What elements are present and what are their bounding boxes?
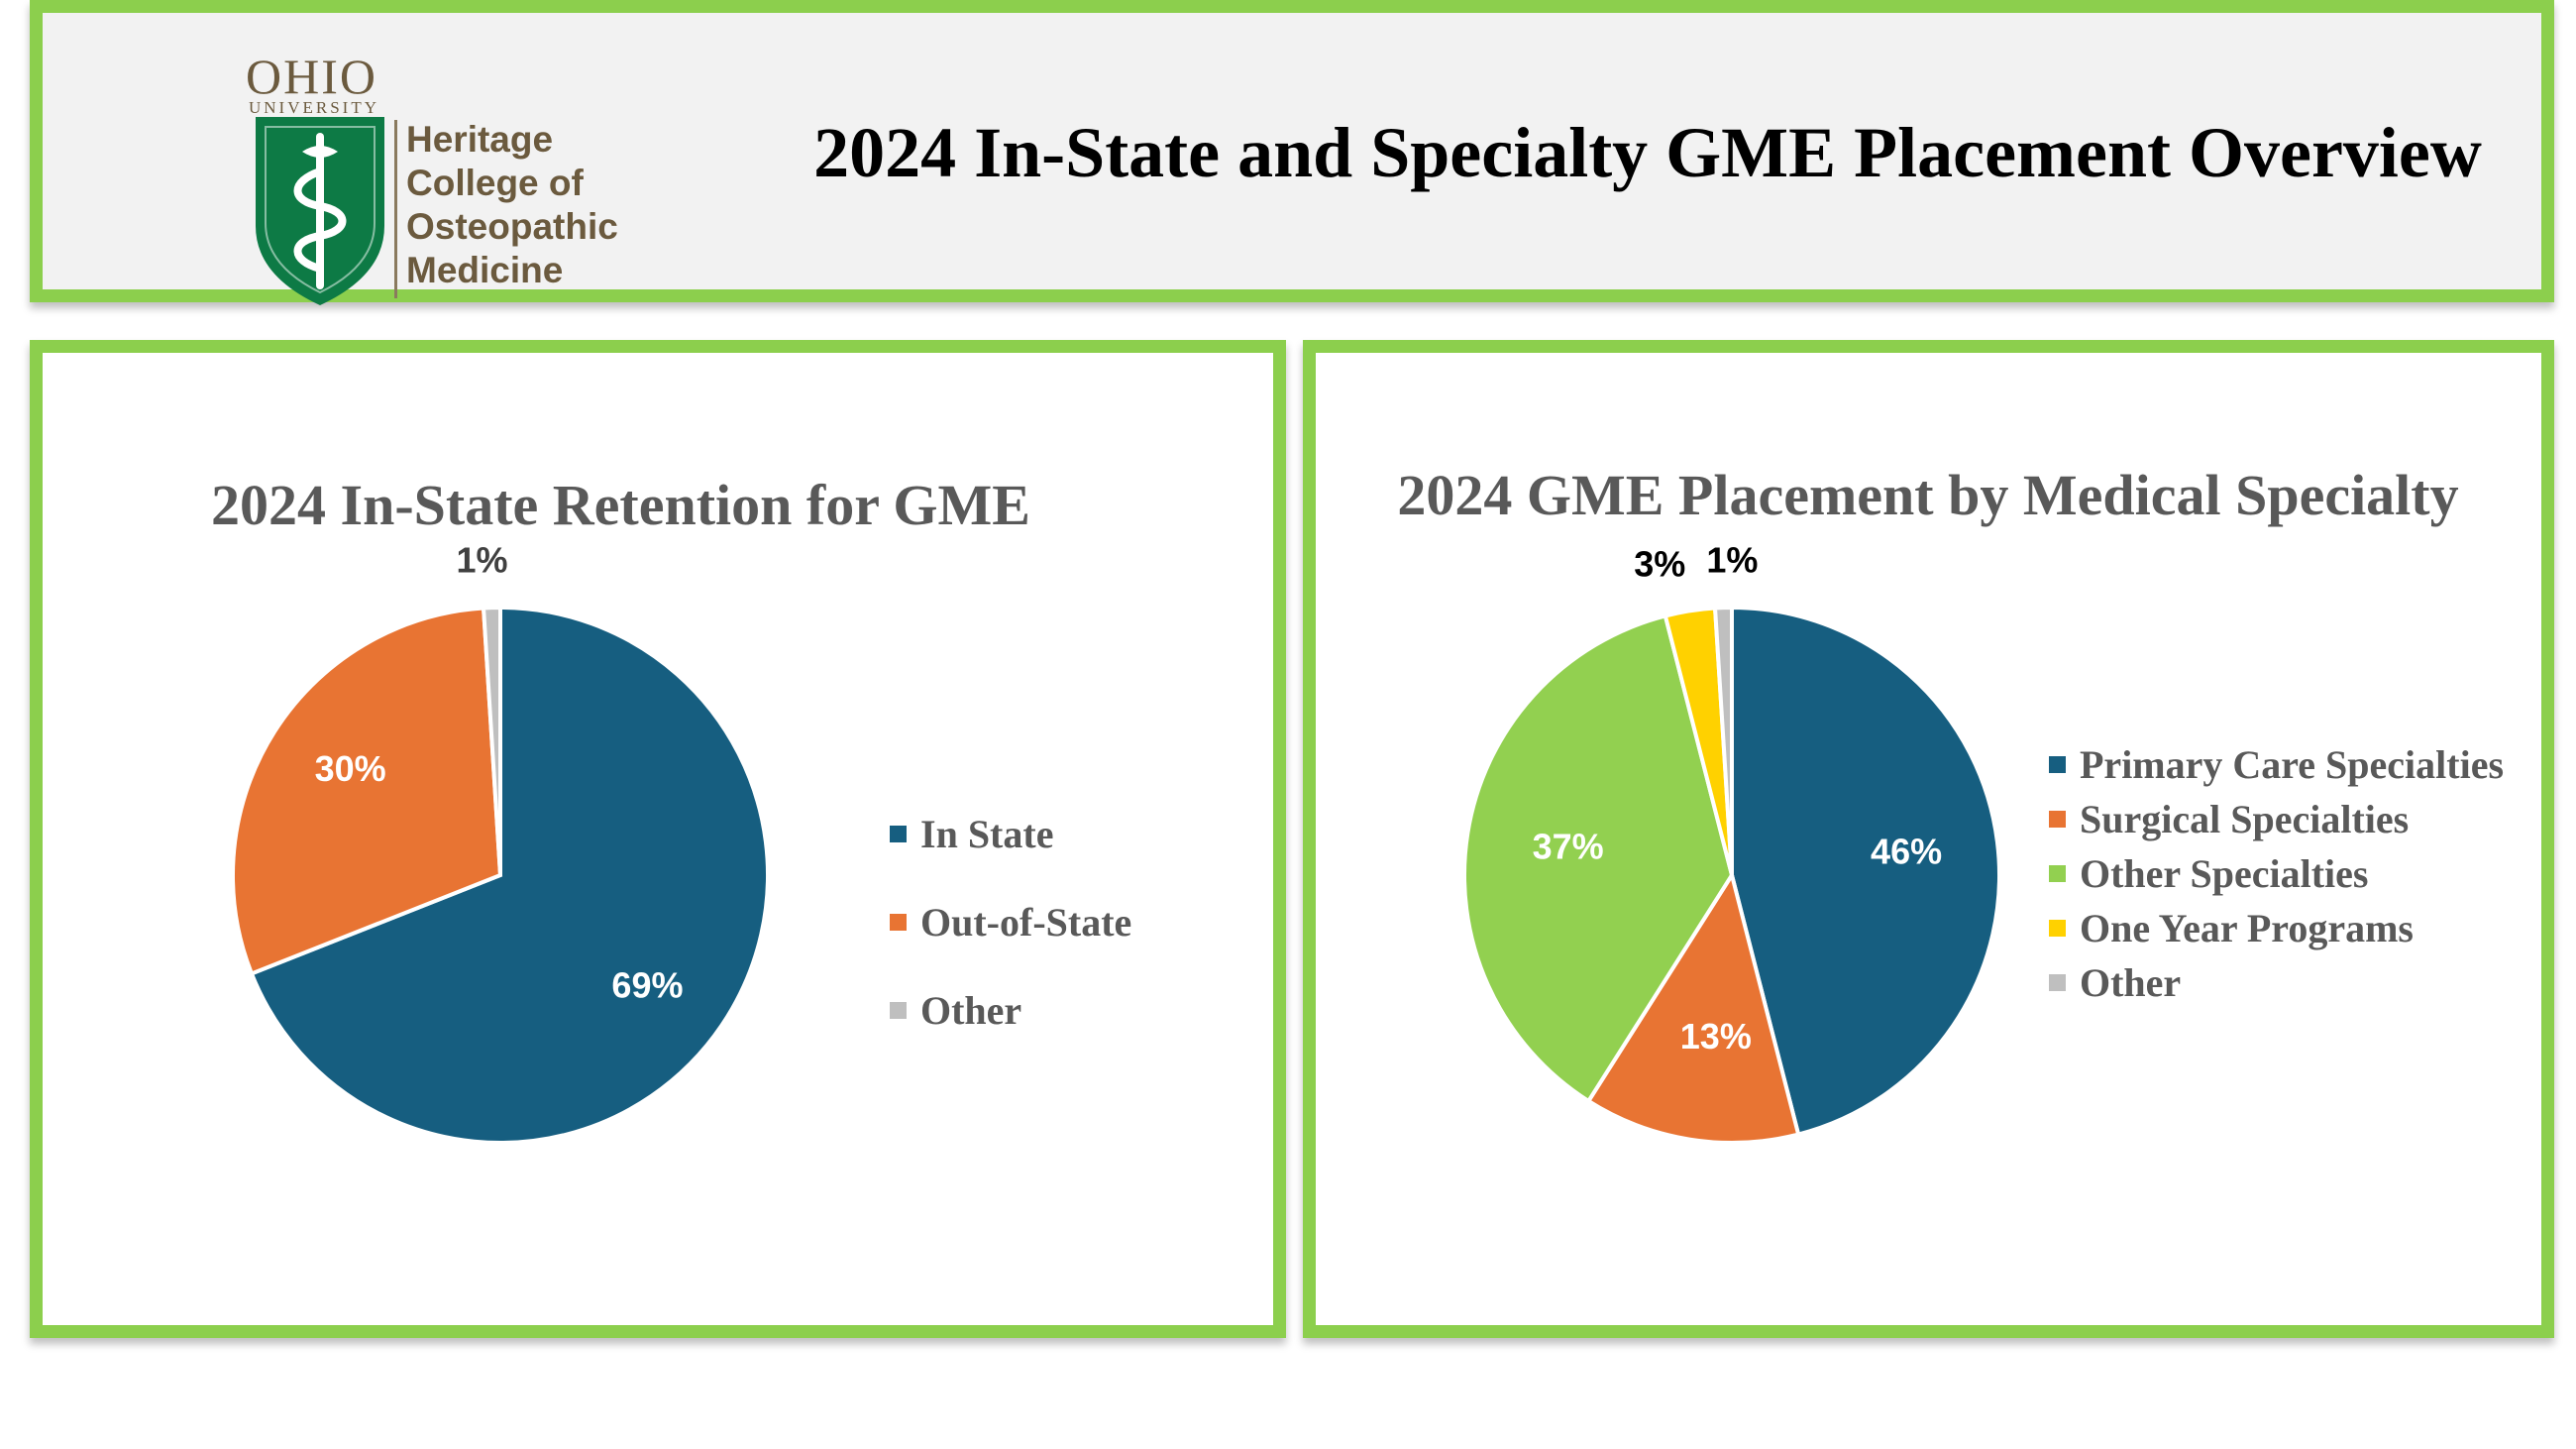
legend-item-primary-care-specialties: Primary Care Specialties	[2049, 741, 2504, 788]
legend-swatch-primary-care-specialties	[2049, 756, 2066, 773]
logo-university-sub: UNIVERSITY	[249, 98, 379, 117]
legend-item-in-state: In State	[890, 811, 1131, 857]
legend-swatch-surgical-specialties	[2049, 811, 2066, 828]
legend-item-other: Other	[2049, 959, 2504, 1006]
legend-label-other: Other	[2080, 960, 2182, 1005]
legend-label-in-state: In State	[920, 812, 1054, 856]
pie-slice-out-of-state	[231, 606, 503, 976]
specialty-pie-chart: 46% 13% 37% 3% 1%	[1462, 540, 2001, 1145]
legend-swatch-one-year-programs	[2049, 920, 2066, 937]
chart-title-specialty: 2024 GME Placement by Medical Specialty	[1397, 463, 2459, 527]
data-label-other-specialties: 37%	[1533, 826, 1604, 866]
data-label-one-year-programs: 3%	[1634, 543, 1685, 584]
data-label-surgical-specialties: 13%	[1680, 1016, 1752, 1057]
legend-swatch-out-of-state	[890, 914, 907, 931]
legend-label-other: Other	[920, 988, 1022, 1033]
caduceus-shield-icon	[256, 117, 384, 305]
specialty-placement-panel: 2024 GME Placement by Medical Specialty …	[1303, 340, 2554, 1338]
logo-college-name: Heritage College of Osteopathic Medicine	[406, 119, 618, 290]
legend-label-primary-care-specialties: Primary Care Specialties	[2080, 742, 2505, 787]
chart-title-retention: 2024 In-State Retention for GME	[211, 473, 1030, 537]
legend-swatch-in-state	[890, 826, 907, 842]
pie-slice-in-state	[249, 605, 770, 1145]
ohio-heritage-logo: OHIO UNIVERSITY Heritage College of Oste…	[201, 33, 677, 305]
legend-label-surgical-specialties: Surgical Specialties	[2080, 797, 2410, 841]
in-state-retention-panel: 2024 In-State Retention for GME 69% 30% 1%…	[30, 340, 1286, 1338]
retention-pie-chart: 69% 30% 1%	[231, 540, 770, 1145]
data-label-other: 1%	[1706, 540, 1758, 581]
data-label-primary-care-specialties: 46%	[1871, 832, 1942, 872]
pie-slice-other-specialties	[1462, 613, 1735, 1104]
legend-label-one-year-programs: One Year Programs	[2080, 906, 2414, 950]
data-label-in-state: 69%	[611, 965, 683, 1006]
specialty-legend: Primary Care Specialties Surgical Special…	[2049, 741, 2504, 1014]
legend-label-out-of-state: Out-of-State	[920, 900, 1132, 945]
header-banner: OHIO UNIVERSITY Heritage College of Oste…	[30, 0, 2554, 305]
pie-slice-other	[481, 605, 502, 876]
pie-slice-primary-care-specialties	[1730, 605, 2001, 1137]
logo-divider	[394, 120, 397, 298]
legend-item-out-of-state: Out-of-State	[890, 899, 1131, 946]
legend-label-other-specialties: Other Specialties	[2080, 851, 2369, 896]
legend-item-other: Other	[890, 987, 1131, 1034]
data-label-other: 1%	[457, 540, 508, 581]
legend-swatch-other	[2049, 974, 2066, 991]
legend-item-one-year-programs: One Year Programs	[2049, 905, 2504, 951]
page-title: 2024 In-State and Specialty GME Placemen…	[813, 113, 2482, 192]
pie-slice-surgical-specialties	[1585, 870, 1801, 1145]
logo-university-name: OHIO	[246, 49, 377, 104]
legend-swatch-other-specialties	[2049, 865, 2066, 882]
legend-swatch-other	[890, 1002, 907, 1019]
legend-item-other-specialties: Other Specialties	[2049, 850, 2504, 897]
pie-slice-other	[1712, 605, 1734, 876]
legend-item-surgical-specialties: Surgical Specialties	[2049, 796, 2504, 842]
data-label-out-of-state: 30%	[315, 748, 386, 789]
retention-legend: In State Out-of-State Other	[890, 811, 1131, 1075]
